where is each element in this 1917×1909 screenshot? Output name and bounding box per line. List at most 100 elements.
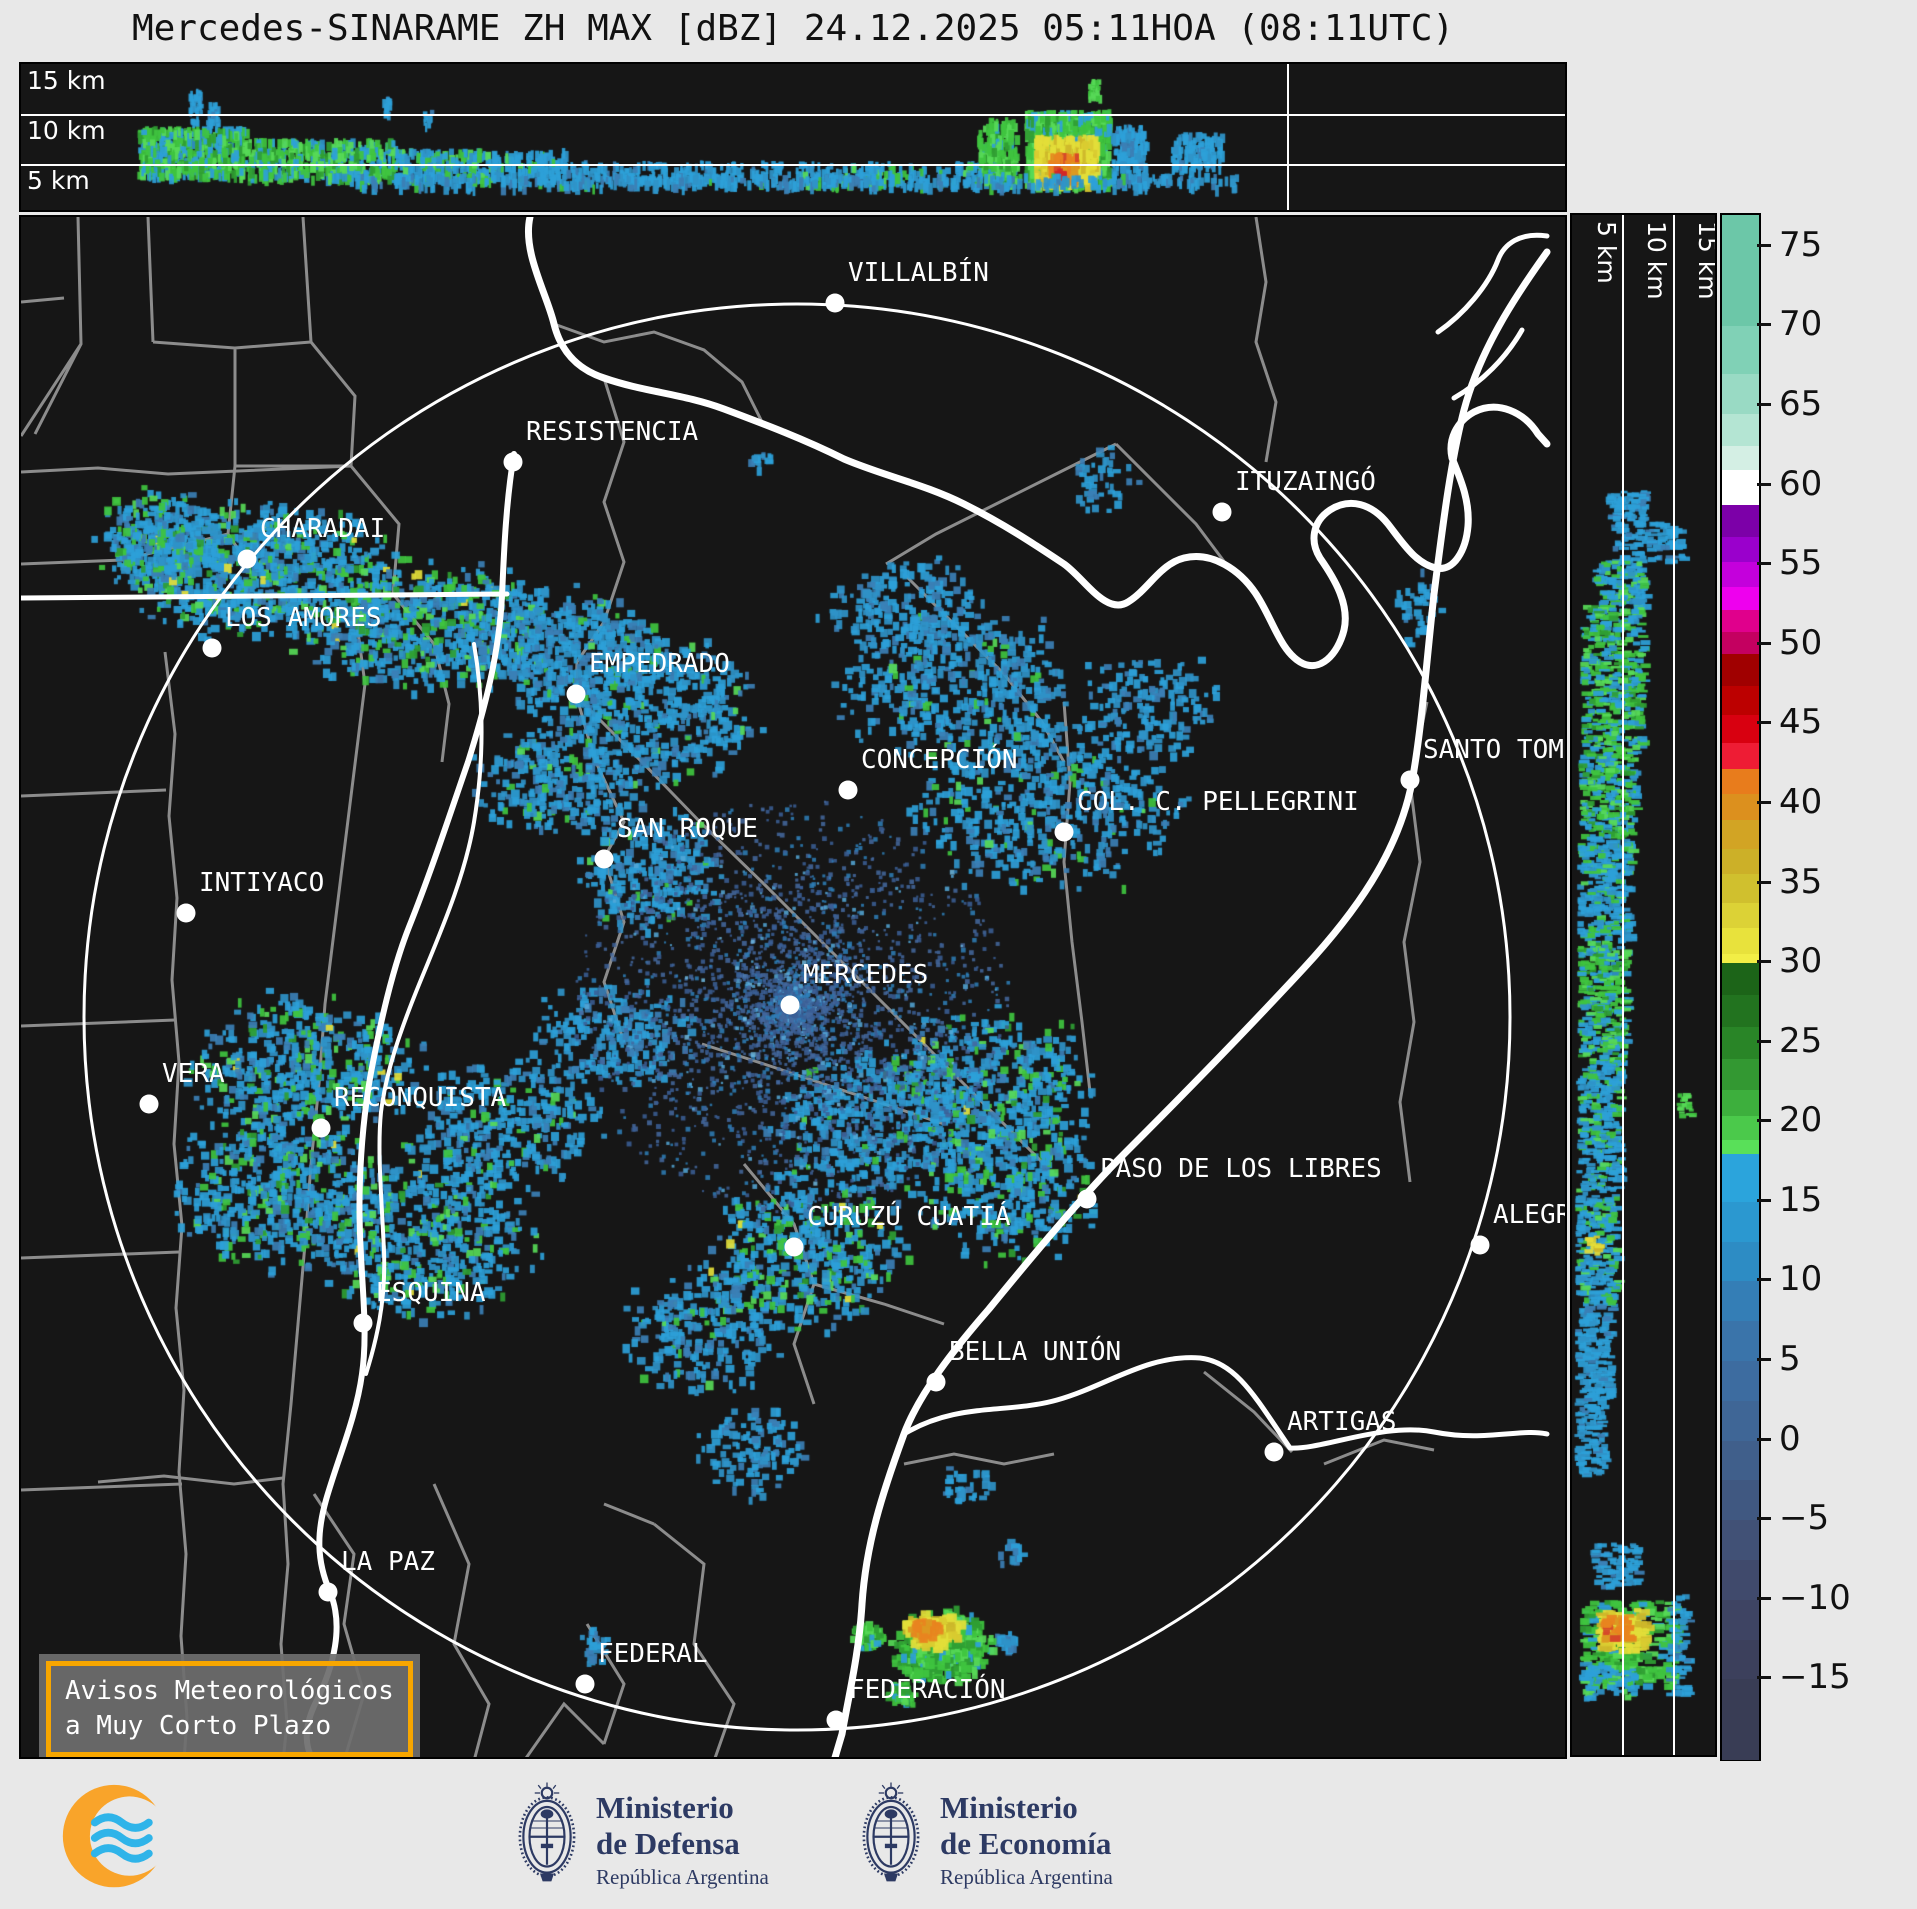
side-cross-section-panel: 5 km 10 km 15 km [1570, 213, 1717, 1757]
economia-wordmark: Ministerio de Economía República Argenti… [940, 1790, 1113, 1890]
colorbar-segment [1722, 1560, 1759, 1601]
city-dot [503, 452, 523, 472]
city-label: RECONQUISTA [334, 1083, 507, 1113]
colorbar-tick [1757, 1358, 1771, 1362]
colorbar-segment [1722, 1154, 1759, 1203]
city-dot [594, 849, 614, 869]
colorbar-segment [1722, 215, 1759, 328]
defensa-wordmark: Ministerio de Defensa República Argentin… [596, 1790, 769, 1890]
colorbar-tick-label: 10 [1779, 1259, 1823, 1300]
city-label: EMPEDRADO [589, 649, 730, 679]
colorbar-tick [1757, 323, 1771, 327]
colorbar-tick-label: 0 [1779, 1418, 1801, 1459]
colorbar-segment [1722, 714, 1759, 745]
city-dot [1400, 770, 1420, 790]
city-label: VILLALBÍN [848, 258, 989, 288]
city-dot [1077, 1189, 1097, 1209]
colorbar-segment [1722, 562, 1759, 589]
city-dot [1054, 822, 1074, 842]
city-dot [353, 1313, 373, 1333]
colorbar-tick-label: 50 [1779, 622, 1823, 663]
colorbar-tick-label: 45 [1779, 702, 1823, 743]
colorbar-segment [1722, 1599, 1759, 1641]
radar-echo-canvas [21, 217, 1565, 1757]
city-label: SAN ROQUE [617, 814, 758, 844]
colorbar-segment [1722, 794, 1759, 821]
city-dot [237, 549, 257, 569]
colorbar-segment [1722, 1090, 1759, 1117]
city-dot [926, 1372, 946, 1392]
city-label: CHARADAI [260, 514, 386, 544]
colorbar-tick-label: −10 [1779, 1577, 1851, 1618]
colorbar-segment [1722, 928, 1759, 955]
city-dot [566, 684, 586, 704]
colorbar-segment [1722, 504, 1759, 538]
colorbar-tick [1757, 1596, 1771, 1600]
colorbar-tick-label: 5 [1779, 1339, 1801, 1380]
colorbar-segment [1722, 1520, 1759, 1561]
colorbar-segment [1722, 632, 1759, 656]
city-label: RESISTENCIA [526, 417, 699, 447]
defensa-line-2: de Defensa [596, 1825, 740, 1861]
colorbar-tick-label: 40 [1779, 781, 1823, 822]
colorbar-tick-label: 35 [1779, 861, 1823, 902]
city-dot [1264, 1442, 1284, 1462]
top-cross-section-panel: 15 km 10 km 5 km [19, 62, 1567, 212]
colorbar-segment [1722, 609, 1759, 633]
top-panel-altitude-label: 5 km [27, 166, 90, 195]
city-label: ITUZAINGÓ [1235, 467, 1376, 497]
colorbar-segment [1722, 1639, 1759, 1681]
defensa-line-3: República Argentina [596, 1865, 769, 1890]
side-panel-5km-line [1622, 215, 1624, 1755]
colorbar-segment [1722, 902, 1759, 929]
top-panel-altitude-label: 15 km [27, 66, 106, 95]
colorbar-segment [1722, 1361, 1759, 1402]
city-label: SANTO TOMÉ [1423, 735, 1567, 765]
smn-logo-icon [62, 1784, 174, 1888]
city-dot [826, 1710, 846, 1730]
side-panel-10km-line [1673, 215, 1675, 1755]
city-dot [202, 638, 222, 658]
top-cross-section-canvas [21, 64, 1565, 210]
colorbar-segment [1722, 873, 1759, 904]
city-label: FEDERAL [598, 1639, 708, 1669]
colorbar-tick-label: 60 [1779, 463, 1823, 504]
top-panel-5km-line [21, 164, 1565, 166]
city-dot [139, 1094, 159, 1114]
colorbar-tick [1757, 1119, 1771, 1123]
colorbar-segment [1722, 326, 1759, 375]
footer: Servicio Meteorológico Nacional Argentin… [0, 1762, 1917, 1909]
city-label: CURUZÚ CUATIÁ [807, 1202, 1011, 1232]
colorbar-tick [1757, 800, 1771, 804]
colorbar-segment [1722, 1679, 1759, 1760]
side-cross-section-canvas [1572, 215, 1715, 1755]
city-dot [838, 780, 858, 800]
economia-line-2: de Economía [940, 1825, 1112, 1861]
colorbar-segment [1722, 469, 1759, 506]
colorbar-tick [1757, 243, 1771, 247]
side-panel-altitude-label: 5 km [1592, 221, 1621, 284]
city-dot [825, 293, 845, 313]
top-panel-altitude-label: 10 km [27, 116, 106, 145]
river [364, 642, 484, 1376]
city-dot [780, 995, 800, 1015]
side-panel-altitude-label: 10 km [1642, 221, 1671, 300]
colorbar-tick [1757, 562, 1771, 566]
river [525, 217, 1551, 670]
colorbar-segment [1722, 953, 1759, 964]
city-label: BELLA UNIÓN [949, 1337, 1122, 1367]
city-dot [311, 1118, 331, 1138]
top-panel-10km-line [21, 114, 1565, 116]
colorbar-tick-label: 20 [1779, 1100, 1823, 1141]
colorbar-segment [1722, 445, 1759, 471]
colorbar-tick [1757, 1198, 1771, 1202]
colorbar-segment [1722, 587, 1759, 611]
warning-box-border: Avisos Meteorológicos a Muy Corto Plazo [46, 1661, 413, 1757]
city-dot [1470, 1235, 1490, 1255]
side-panel-altitude-label: 15 km [1693, 221, 1717, 300]
colorbar-segment [1722, 536, 1759, 563]
rivers-and-range-circle-layer [21, 217, 1551, 1757]
city-label: VERA [162, 1059, 225, 1089]
colorbar-tick-label: 25 [1779, 1020, 1823, 1061]
colorbar-tick [1757, 1039, 1771, 1043]
